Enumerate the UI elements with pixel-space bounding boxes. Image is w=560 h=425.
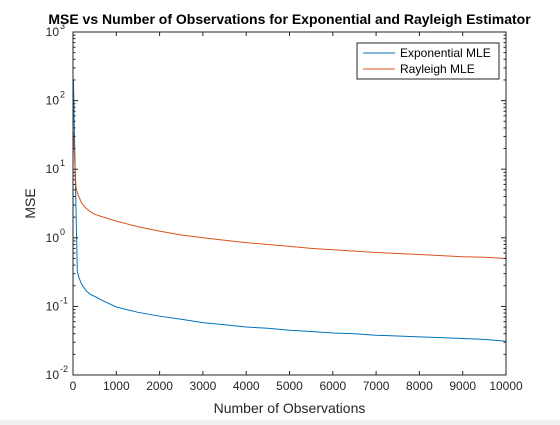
y-tick-exponent: -1	[60, 295, 68, 305]
y-tick-label: 10	[46, 162, 60, 176]
x-tick-label: 3000	[190, 379, 217, 393]
y-tick-label: 10	[46, 231, 60, 245]
x-tick-label: 0	[70, 379, 77, 393]
x-tick-label: 10000	[489, 379, 523, 393]
x-tick-label: 6000	[319, 379, 346, 393]
y-tick-exponent: 1	[60, 158, 65, 168]
x-tick-label: 7000	[363, 379, 390, 393]
x-tick-label: 9000	[449, 379, 476, 393]
x-tick-label: 1000	[103, 379, 130, 393]
legend-entry: Exponential MLE	[400, 46, 491, 60]
y-tick-exponent: 2	[60, 90, 65, 100]
legend: Exponential MLE Rayleigh MLE	[357, 43, 499, 79]
x-tick-label: 2000	[146, 379, 173, 393]
y-tick-label: 10	[46, 368, 60, 382]
legend-entry: Rayleigh MLE	[400, 62, 475, 76]
y-tick-exponent: -2	[60, 364, 68, 374]
x-axis-label: Number of Observations	[214, 400, 366, 416]
x-tick-label: 8000	[406, 379, 433, 393]
y-tick-label: 10	[46, 25, 60, 39]
x-tick-label: 5000	[276, 379, 303, 393]
y-tick-exponent: 0	[60, 227, 65, 237]
x-tick-label: 4000	[233, 379, 260, 393]
plot-area	[73, 32, 506, 375]
y-tick-label: 10	[46, 94, 60, 108]
y-tick-label: 10	[46, 299, 60, 313]
y-axis-label: MSE	[22, 188, 38, 218]
chart-title: MSE vs Number of Observations for Expone…	[48, 11, 531, 27]
